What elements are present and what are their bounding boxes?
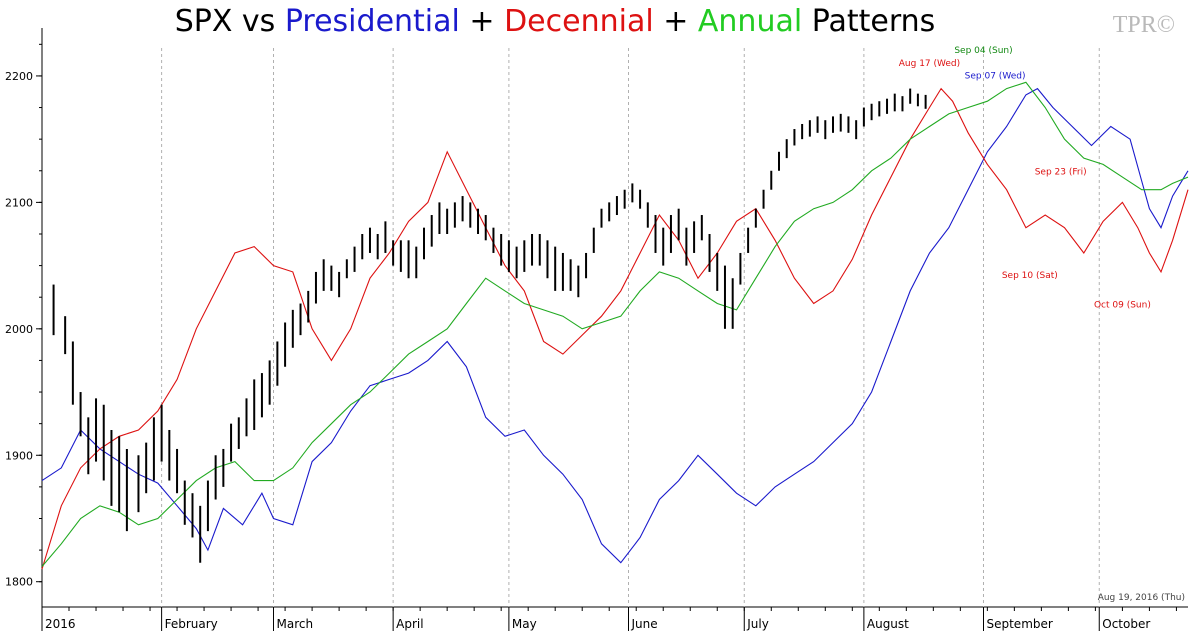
peak-annotation: Sep 04 (Sun) bbox=[954, 46, 1012, 56]
x-tick-label: July bbox=[746, 617, 769, 631]
x-tick-label: September bbox=[986, 617, 1052, 631]
y-tick-label: 2200 bbox=[5, 70, 33, 83]
presidential-pattern-line bbox=[41, 87, 1189, 564]
peak-annotation: Sep 10 (Sat) bbox=[1002, 271, 1058, 281]
x-tick-label: February bbox=[165, 617, 218, 631]
chart-title-part: + bbox=[459, 4, 505, 39]
x-tick-label: August bbox=[867, 617, 909, 631]
annual-pattern-line bbox=[41, 81, 1189, 567]
y-tick-label: 2000 bbox=[5, 323, 33, 336]
chart-title: SPX vs Presidential + Decennial + Annual… bbox=[0, 4, 1110, 39]
chart-title-part: Decennial bbox=[504, 4, 654, 39]
x-tick-label: May bbox=[512, 617, 537, 631]
x-tick-label: October bbox=[1102, 617, 1150, 631]
peak-annotation: Sep 07 (Wed) bbox=[965, 71, 1026, 81]
date-footnote: Aug 19, 2016 (Thu) bbox=[1097, 593, 1185, 603]
x-tick-label: June bbox=[631, 617, 658, 631]
peak-annotation: Oct 09 (Sun) bbox=[1094, 300, 1151, 310]
x-tick-label: April bbox=[396, 617, 423, 631]
peak-annotation: Aug 17 (Wed) bbox=[899, 59, 960, 69]
chart-title-part: SPX vs bbox=[174, 4, 285, 39]
y-tick-label: 1800 bbox=[5, 576, 33, 589]
x-tick-label: March bbox=[277, 617, 314, 631]
chart-title-part: + bbox=[653, 4, 698, 39]
x-tick-label: 2016 bbox=[45, 617, 76, 631]
y-tick-label: 2100 bbox=[5, 196, 33, 209]
chart-title-part: Patterns bbox=[802, 4, 936, 39]
chart-title-part: Presidential bbox=[284, 4, 460, 39]
peak-annotation: Sep 23 (Fri) bbox=[1035, 168, 1087, 178]
chart-title-part: Annual bbox=[697, 4, 803, 39]
decennial-pattern-line bbox=[41, 87, 1189, 570]
tpr-logo: TPR© bbox=[1112, 12, 1175, 38]
y-tick-label: 1900 bbox=[5, 449, 33, 462]
